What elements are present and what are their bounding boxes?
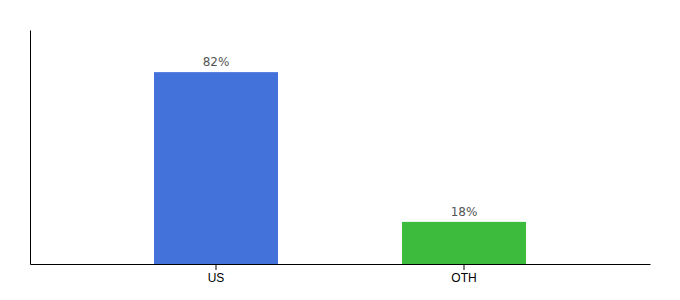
x-axis-line	[31, 264, 651, 265]
x-tick-label: US	[208, 271, 225, 285]
data-label: 18%	[451, 205, 478, 219]
x-tick-mark	[464, 264, 465, 270]
y-axis-line	[30, 31, 31, 265]
x-tick: US	[208, 264, 225, 285]
x-axis: US OTH	[31, 264, 651, 285]
bar	[154, 72, 278, 264]
x-tick: OTH	[451, 264, 476, 285]
data-labels: 82% 18%	[203, 55, 478, 219]
chart: US OTH 82% 18%	[0, 0, 680, 300]
plot: US OTH 82% 18%	[31, 31, 651, 285]
y-axis	[30, 31, 31, 265]
x-tick-label: OTH	[451, 271, 476, 285]
x-tick-mark	[216, 264, 217, 270]
data-label: 82%	[203, 55, 230, 69]
bar	[402, 222, 526, 264]
bars	[154, 72, 526, 264]
